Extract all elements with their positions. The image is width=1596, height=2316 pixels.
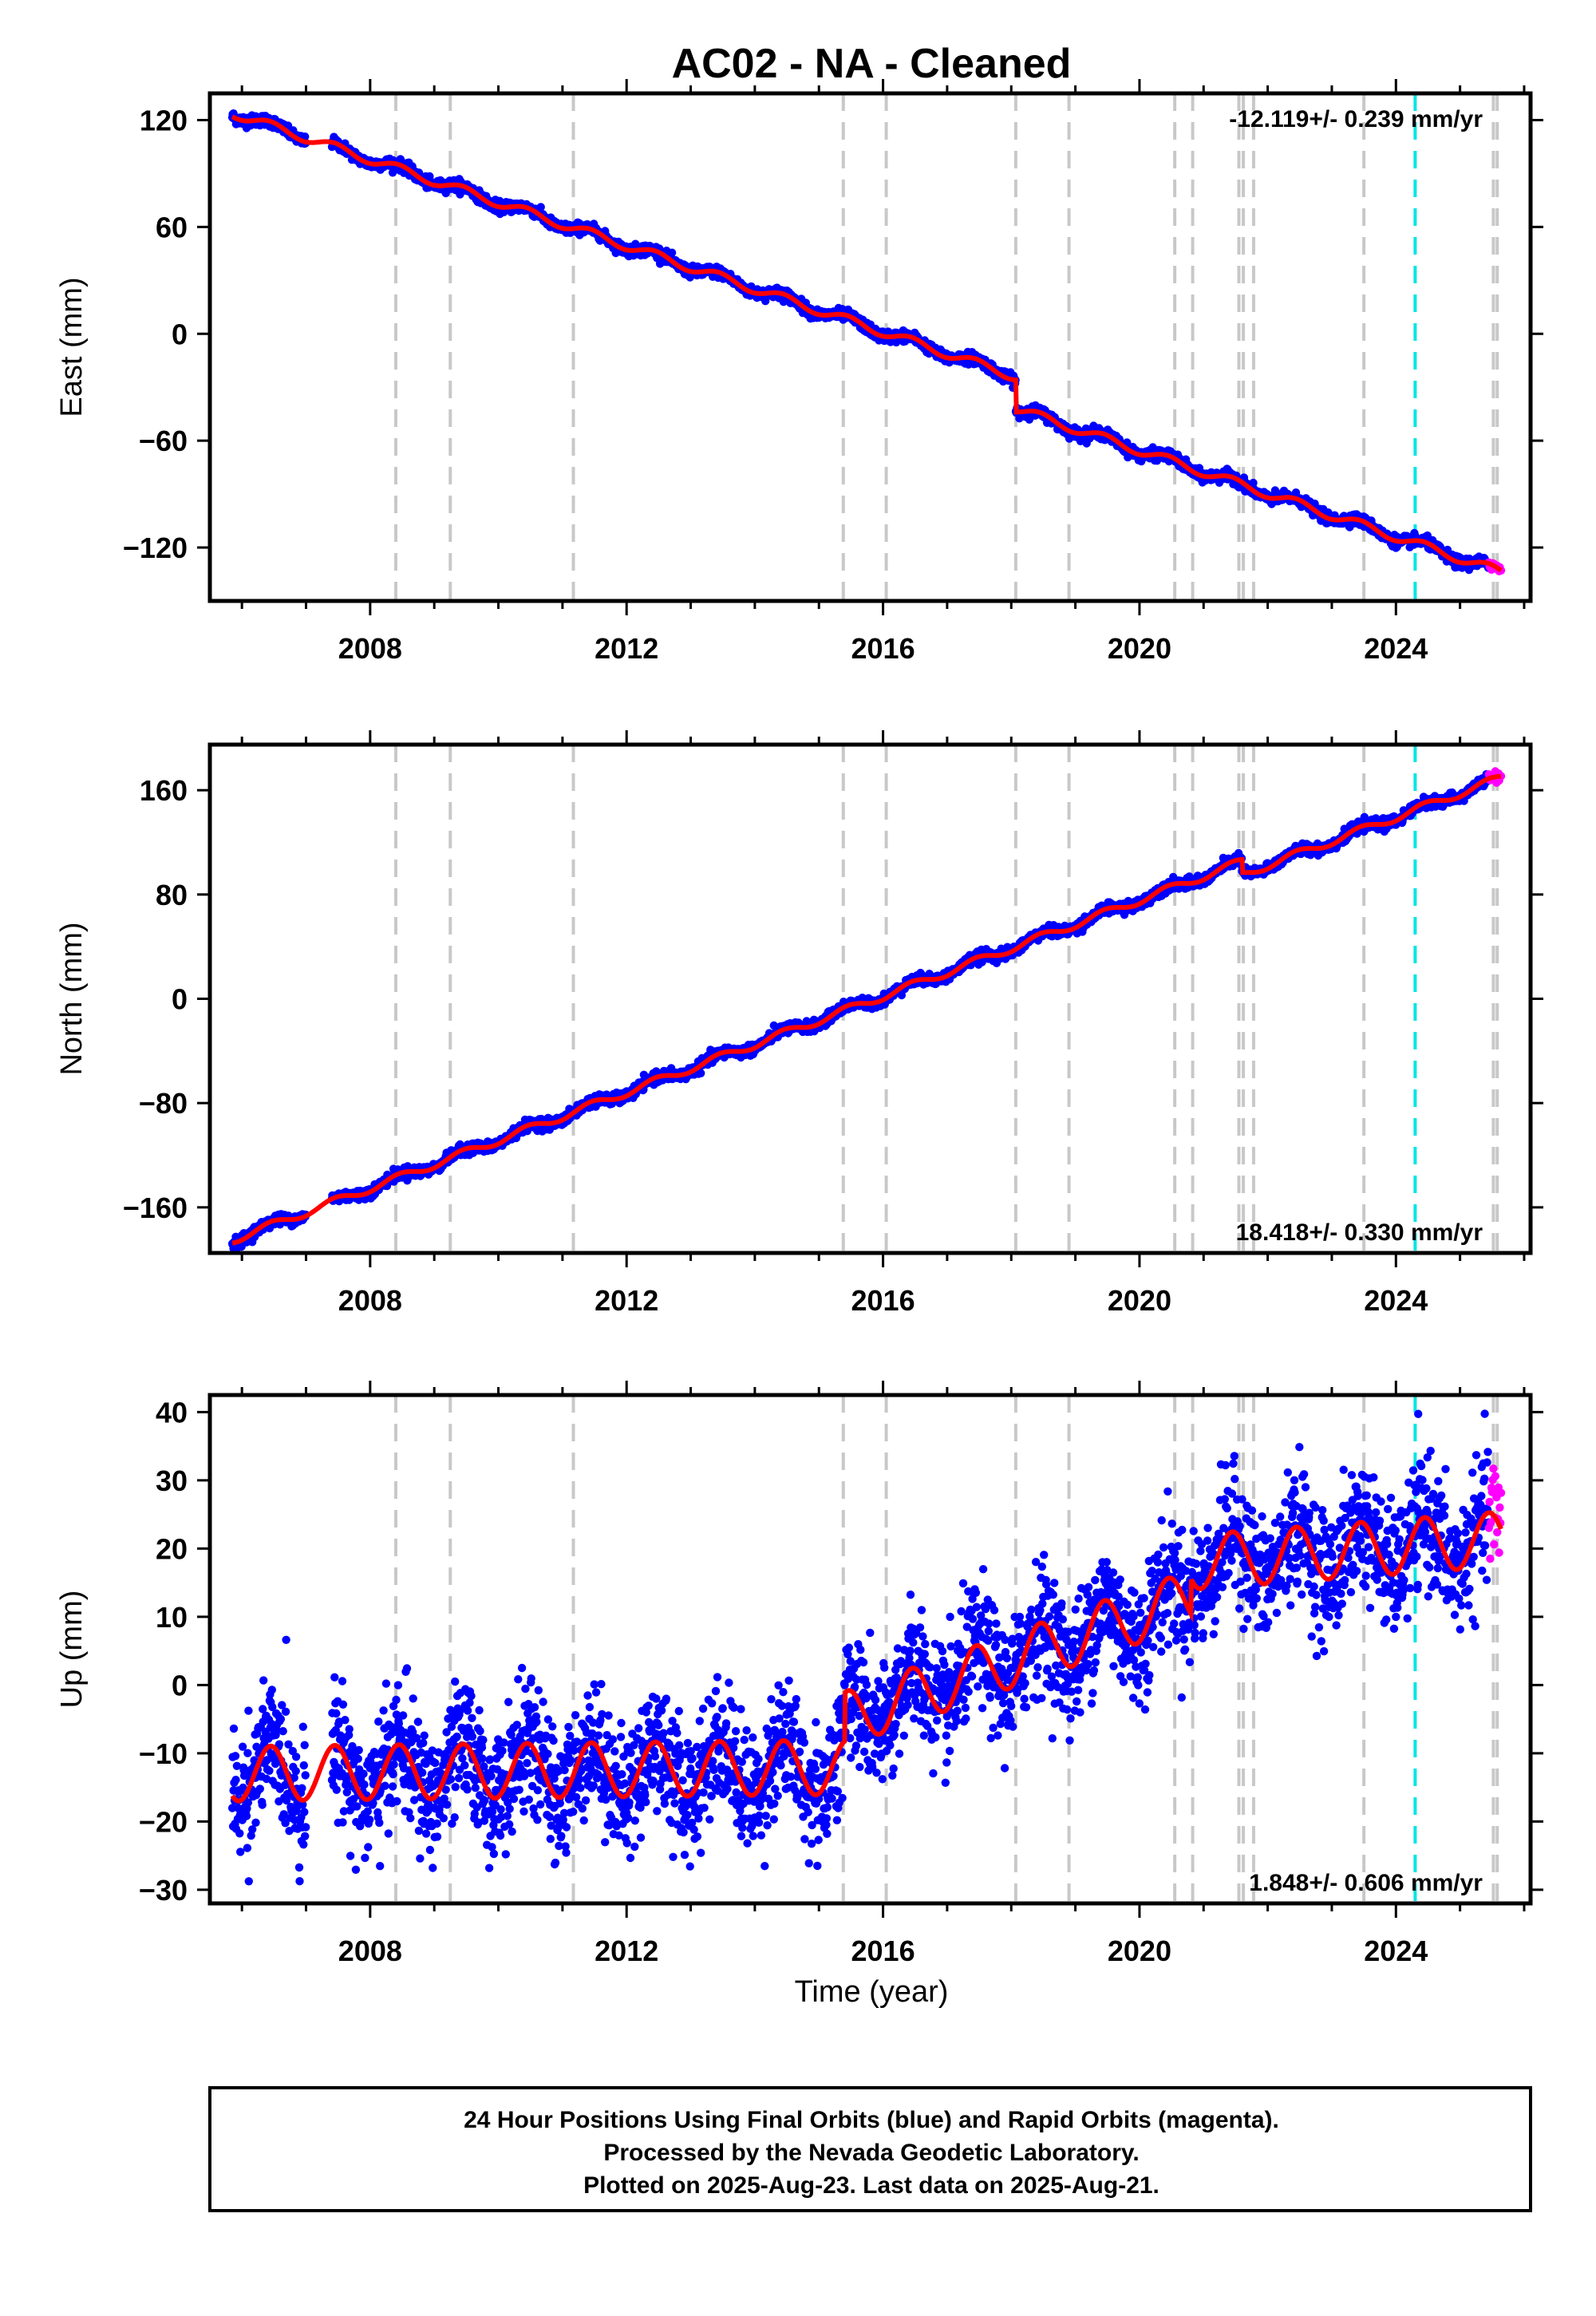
x-tick-label: 2008	[338, 632, 402, 665]
y-tick-label: −60	[139, 425, 188, 457]
data-point	[536, 203, 545, 211]
data-points	[227, 767, 1506, 1253]
x-tick-label: 2020	[1108, 632, 1171, 665]
panel-east: 2008 2012 2016 2020 2024 −120 −60 0 60 120 East (m…	[55, 79, 1543, 665]
y-tick-label: −120	[123, 532, 188, 564]
y-tick-label: 60	[156, 211, 188, 243]
figure-title: AC02 - NA - Cleaned	[672, 41, 1072, 87]
y-axis-label: East (mm)	[55, 277, 89, 417]
x-tick-label: 2012	[595, 632, 658, 665]
x-tick-label: 2016	[851, 632, 915, 665]
y-tick-label: 0	[172, 318, 188, 350]
x-tick-label: 2024	[1364, 632, 1428, 665]
velocity-label: -12.119+/- 0.239 mm/yr	[1229, 106, 1483, 132]
y-tick-label: 120	[140, 104, 188, 136]
